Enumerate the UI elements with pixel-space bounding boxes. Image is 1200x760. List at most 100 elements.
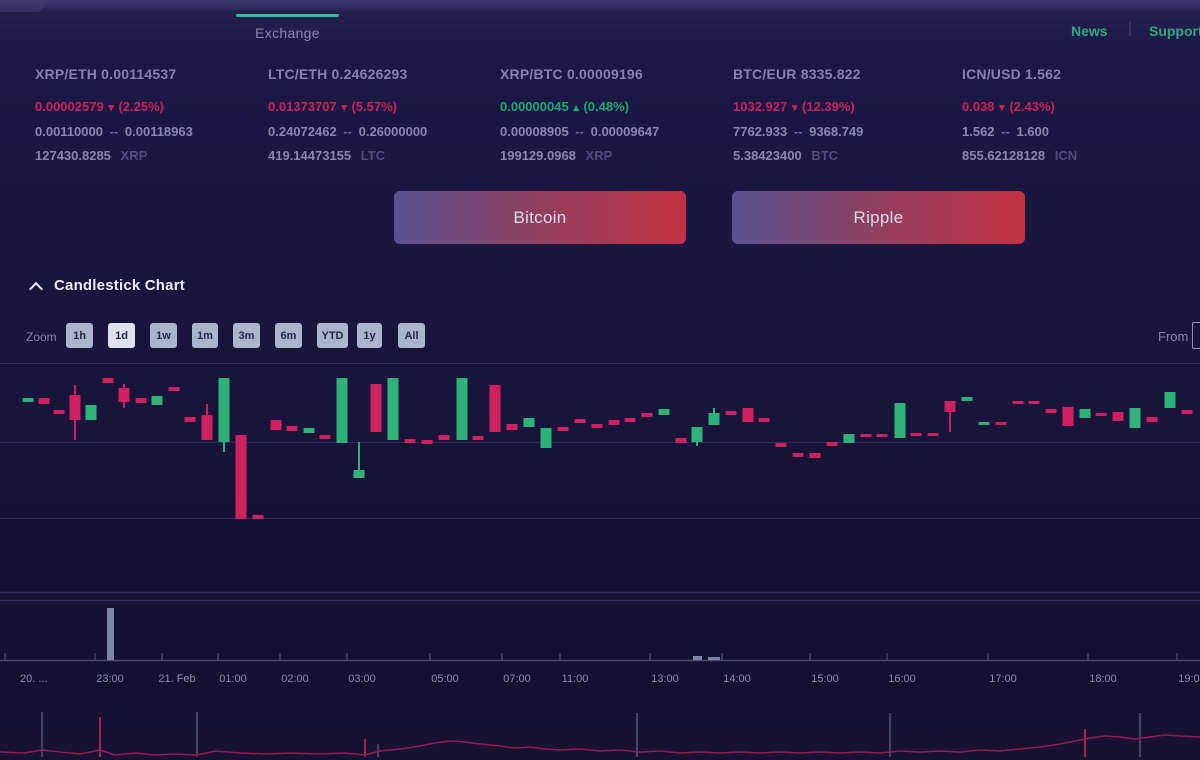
ticker-card-xrp-eth[interactable]: XRP/ETH 0.00114537 0.00002579 ▾ (2.25%) … xyxy=(35,66,265,163)
zoom-button-1d[interactable]: 1d xyxy=(108,323,135,348)
navigator-chart[interactable] xyxy=(0,700,1200,760)
range-low: 1.562 xyxy=(962,124,995,139)
top-glow xyxy=(0,0,1200,12)
ripple-button[interactable]: Ripple xyxy=(732,191,1025,244)
svg-text:03:00: 03:00 xyxy=(348,673,376,685)
collapse-chevron-up-icon[interactable] xyxy=(28,281,44,297)
range-separator: -- xyxy=(575,124,584,139)
from-label: From xyxy=(1158,329,1189,344)
tab-exchange[interactable]: Exchange xyxy=(255,25,320,41)
svg-text:11:00: 11:00 xyxy=(562,673,589,685)
svg-text:20. ...: 20. ... xyxy=(20,673,48,685)
top-left-highlight xyxy=(0,0,44,12)
ticker-change: 0.01373707 ▾ (5.57%) xyxy=(268,99,498,114)
zoom-label: Zoom xyxy=(26,330,57,344)
ticker-pair: XRP/ETH 0.00114537 xyxy=(35,66,177,82)
svg-text:21. Feb: 21. Feb xyxy=(158,673,195,685)
svg-text:23:00: 23:00 xyxy=(96,673,124,685)
tab-active-indicator xyxy=(236,14,339,17)
change-value: 0.038 xyxy=(962,99,995,114)
change-down-arrow-icon: ▾ xyxy=(999,102,1005,114)
volume-unit: LTC xyxy=(360,148,386,163)
ticker-volume: 855.62128128 ICN xyxy=(962,148,1192,163)
ticker-range: 0.00008905 -- 0.00009647 xyxy=(500,124,730,139)
range-separator: -- xyxy=(343,124,352,139)
range-separator: -- xyxy=(793,124,803,139)
range-high: 0.00009647 xyxy=(590,124,660,139)
zoom-button-6m[interactable]: 6m xyxy=(275,323,302,348)
range-low: 0.24072462 xyxy=(268,124,337,139)
ticker-pair: ICN/USD 1.562 xyxy=(962,66,1062,82)
ticker-range: 1.562 -- 1.600 xyxy=(962,124,1192,139)
ticker-card-ltc-eth[interactable]: LTC/ETH 0.24626293 0.01373707 ▾ (5.57%) … xyxy=(268,66,498,163)
from-date-input[interactable] xyxy=(1192,322,1200,349)
change-pct: (2.25%) xyxy=(118,99,164,114)
ticker-card-icn-usd[interactable]: ICN/USD 1.562 0.038 ▾ (2.43%) 1.562 -- 1… xyxy=(962,66,1192,163)
volume-unit: XRP xyxy=(120,148,148,163)
range-high: 0.26000000 xyxy=(358,124,428,139)
change-down-arrow-icon: ▾ xyxy=(108,102,114,114)
svg-text:07:00: 07:00 xyxy=(503,673,531,685)
svg-text:19:00: 19:00 xyxy=(1178,673,1200,685)
ticker-range: 7762.933 -- 9368.749 xyxy=(733,124,963,139)
ticker-pair: BTC/EUR 8335.822 xyxy=(733,66,861,82)
ticker-volume: 419.14473155 LTC xyxy=(268,148,498,163)
change-value: 0.01373707 xyxy=(268,99,337,114)
ticker-range: 0.24072462 -- 0.26000000 xyxy=(268,124,498,139)
range-separator: -- xyxy=(1001,124,1010,139)
svg-text:05:00: 05:00 xyxy=(431,673,459,685)
ticker-change: 1032.927 ▾ (12.39%) xyxy=(733,99,963,114)
zoom-button-1m[interactable]: 1m xyxy=(192,323,218,348)
change-up-arrow-icon: ▴ xyxy=(573,102,579,114)
range-high: 1.600 xyxy=(1016,124,1050,139)
bitcoin-button[interactable]: Bitcoin xyxy=(394,191,686,244)
ticker-change: 0.00002579 ▾ (2.25%) xyxy=(35,99,265,114)
ticker-pair: XRP/BTC 0.00009196 xyxy=(500,66,643,82)
volume-unit: ICN xyxy=(1054,148,1078,163)
change-value: 1032.927 xyxy=(733,99,788,114)
ticker-range: 0.00110000 -- 0.00118963 xyxy=(35,124,265,139)
volume-amount: 199129.0968 xyxy=(500,148,576,163)
volume-amount: 5.38423400 xyxy=(733,148,802,163)
zoom-button-all[interactable]: All xyxy=(398,323,425,348)
zoom-button-1w[interactable]: 1w xyxy=(150,323,177,348)
ticker-volume: 127430.8285 XRP xyxy=(35,148,265,163)
svg-text:16:00: 16:00 xyxy=(888,673,916,685)
change-down-arrow-icon: ▾ xyxy=(791,102,798,114)
ticker-change: 0.00000045 ▴ (0.48%) xyxy=(500,99,730,114)
zoom-button-ytd[interactable]: YTD xyxy=(317,323,348,348)
svg-text:18:00: 18:00 xyxy=(1089,673,1117,685)
ticker-volume: 199129.0968 XRP xyxy=(500,148,730,163)
change-pct: (5.57%) xyxy=(351,99,397,114)
volume-amount: 855.62128128 xyxy=(962,148,1046,163)
ticker-pair: LTC/ETH 0.24626293 xyxy=(268,66,408,82)
change-pct: (12.39%) xyxy=(802,99,855,114)
change-pct: (0.48%) xyxy=(583,99,629,114)
range-high: 0.00118963 xyxy=(124,124,193,139)
change-down-arrow-icon: ▾ xyxy=(341,102,347,114)
range-separator: -- xyxy=(109,124,119,139)
nav-news-link[interactable]: News xyxy=(1071,23,1108,39)
change-value: 0.00002579 xyxy=(35,99,104,114)
svg-text:13:00: 13:00 xyxy=(651,673,679,685)
ticker-change: 0.038 ▾ (2.43%) xyxy=(962,99,1192,114)
svg-text:14:00: 14:00 xyxy=(723,673,751,685)
ticker-card-xrp-btc[interactable]: XRP/BTC 0.00009196 0.00000045 ▴ (0.48%) … xyxy=(500,66,730,163)
nav-divider: | xyxy=(1128,20,1132,37)
svg-text:15:00: 15:00 xyxy=(811,673,839,685)
ticker-card-btc-eur[interactable]: BTC/EUR 8335.822 1032.927 ▾ (12.39%) 776… xyxy=(733,66,963,163)
volume-unit: XRP xyxy=(585,148,613,163)
candlestick-chart-canvas[interactable]: 20. ... 23:00 21. Feb 01:00 02:00 03:00 05:00 0… xyxy=(0,355,1200,690)
volume-amount: 419.14473155 xyxy=(268,148,352,163)
nav-support-link[interactable]: Support xyxy=(1149,23,1200,39)
section-title: Candlestick Chart xyxy=(54,277,185,294)
svg-text:02:00: 02:00 xyxy=(281,673,309,685)
volume-amount: 127430.8285 xyxy=(35,148,111,163)
zoom-button-1y[interactable]: 1y xyxy=(357,323,382,348)
zoom-button-1h[interactable]: 1h xyxy=(66,323,93,348)
zoom-button-3m[interactable]: 3m xyxy=(233,323,260,348)
range-high: 9368.749 xyxy=(809,124,864,139)
range-low: 0.00008905 xyxy=(500,124,569,139)
change-value: 0.00000045 xyxy=(500,99,569,114)
